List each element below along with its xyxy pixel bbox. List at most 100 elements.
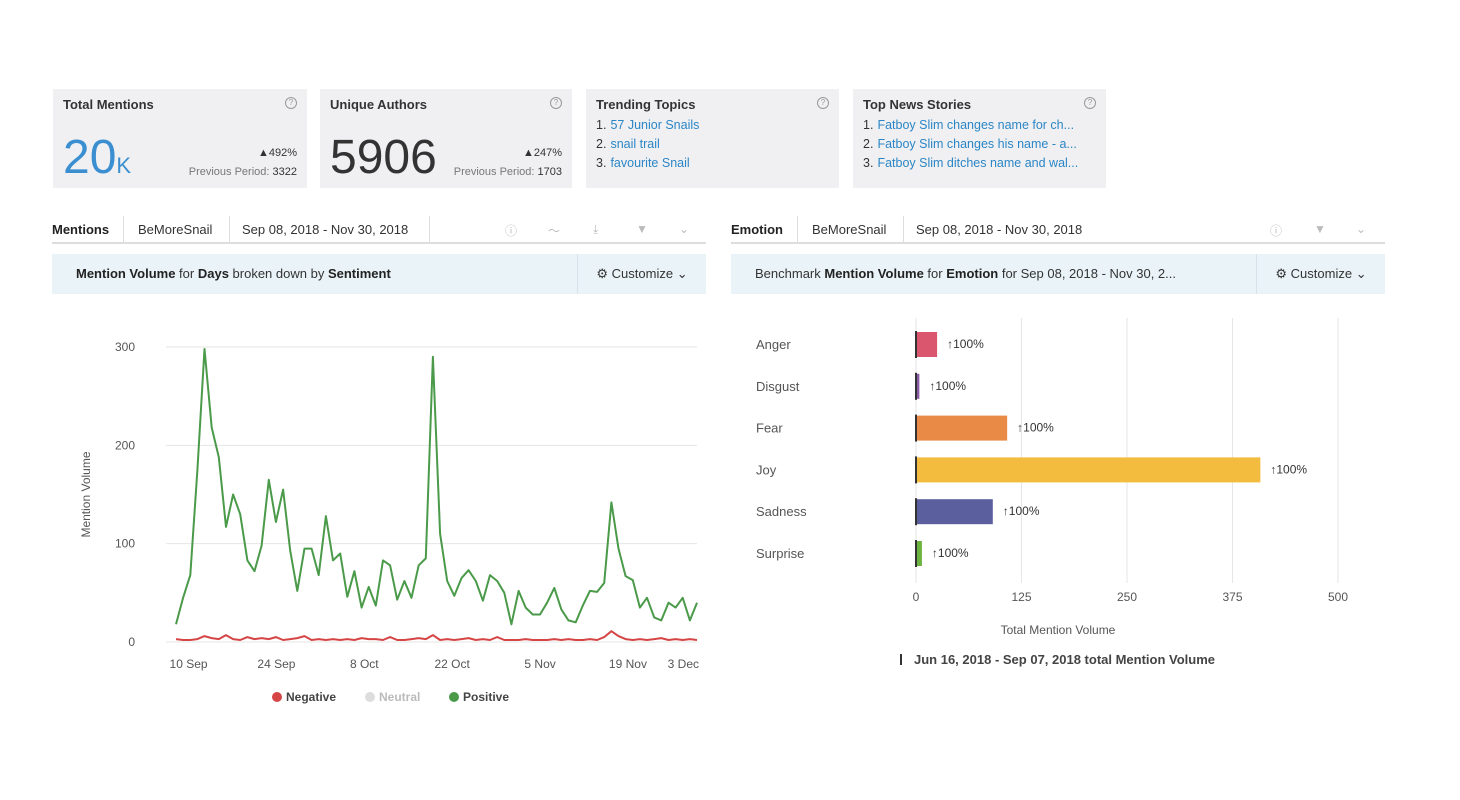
chevron-down-icon: ⌄ <box>1355 266 1367 281</box>
list-item: 3. Fatboy Slim ditches name and wal... <box>863 156 1079 170</box>
legend-marker-neutral <box>365 692 375 702</box>
news-link[interactable]: Fatboy Slim changes his name - a... <box>877 137 1077 151</box>
tab-divider <box>123 216 124 242</box>
data-label: ↑100% <box>1270 462 1307 476</box>
x-tick-label: 22 Oct <box>435 657 471 671</box>
topic-link[interactable]: favourite Snail <box>610 156 690 170</box>
x-tick-label: 5 Nov <box>524 657 555 671</box>
y-tick-label: 0 <box>128 635 135 649</box>
chevron-down-icon[interactable]: ⌄ <box>1356 222 1367 236</box>
card-title: Top News Stories <box>863 97 972 112</box>
previous-period: Previous Period: 3322 <box>188 166 297 178</box>
delta-badge: ▲492% <box>257 147 297 159</box>
unique-authors-value: 5906 <box>330 131 437 184</box>
bar <box>916 499 993 525</box>
top-news-card: Top News Stories ? 1. Fatboy Slim changes… <box>853 89 1106 188</box>
x-tick-label: 250 <box>1117 590 1137 604</box>
legend-marker-negative <box>272 692 282 702</box>
legend-label: Negative <box>286 690 336 704</box>
x-tick-label: 0 <box>913 590 920 604</box>
bar <box>916 541 922 566</box>
mentions-subtitle-bar: Mention Volume for Days broken down by S… <box>52 254 706 294</box>
news-link[interactable]: Fatboy Slim ditches name and wal... <box>877 156 1079 170</box>
legend-label: Positive <box>463 690 509 704</box>
category-label: Joy <box>756 462 777 477</box>
y-tick-label: 100 <box>115 537 135 551</box>
tab-profile[interactable]: BeMoreSnail <box>812 222 887 237</box>
tab-mentions[interactable]: Mentions <box>52 222 110 237</box>
x-axis-label: Total Mention Volume <box>1001 623 1116 637</box>
help-icon[interactable]: ? <box>817 97 829 109</box>
data-label: ↑100% <box>1017 421 1054 435</box>
help-icon[interactable]: ? <box>1084 97 1096 109</box>
topic-link[interactable]: snail trail <box>610 137 660 151</box>
list-item: 1. 57 Junior Snails <box>596 118 700 132</box>
x-tick-label: 24 Sep <box>257 657 295 671</box>
legend-label: Neutral <box>379 690 420 704</box>
benchmark-marker <box>900 654 902 665</box>
x-tick-label: 125 <box>1011 590 1031 604</box>
data-label: ↑100% <box>932 546 969 560</box>
list-item: 1. Fatboy Slim changes name for ch... <box>863 118 1075 132</box>
list-item: 3. favourite Snail <box>596 156 690 170</box>
trending-topics-list: 1. 57 Junior Snails 2. snail trail 3. favou… <box>596 118 829 170</box>
help-icon[interactable]: ? <box>550 97 562 109</box>
download-icon[interactable]: ⤓ <box>593 222 599 236</box>
unique-authors-card: Unique Authors ? 5906 ▲247% Previous Per… <box>320 89 572 188</box>
y-tick-label: 200 <box>115 438 135 452</box>
data-label: ↑100% <box>1003 504 1040 518</box>
x-tick-label: 19 Nov <box>609 657 647 671</box>
delta-badge: ▲247% <box>522 147 562 159</box>
tab-profile[interactable]: BeMoreSnail <box>138 222 213 237</box>
line-chart-icon[interactable]: 〜 <box>548 224 561 238</box>
series-line-negative <box>175 630 698 641</box>
gear-icon: ⚙ <box>596 266 609 281</box>
chevron-down-icon: ⌄ <box>676 266 688 281</box>
customize-button[interactable]: ⚙ Customize ⌄ <box>1256 254 1385 294</box>
previous-period: Previous Period: 1703 <box>453 166 562 178</box>
info-icon[interactable]: ⓘ <box>505 224 518 238</box>
tab-divider <box>229 216 230 242</box>
category-label: Surprise <box>756 546 804 561</box>
bar <box>916 332 938 357</box>
filter-icon[interactable]: ▼ <box>636 222 648 236</box>
trending-topics-card: Trending Topics ? 1. 57 Junior Snails 2. s… <box>586 89 839 188</box>
x-tick-label: 375 <box>1222 590 1242 604</box>
tab-date-range[interactable]: Sep 08, 2018 - Nov 30, 2018 <box>916 222 1083 237</box>
legend-marker-positive <box>449 692 459 702</box>
x-tick-label: 500 <box>1328 590 1348 604</box>
chevron-down-icon[interactable]: ⌄ <box>679 222 690 236</box>
mention-volume-line-chart: 0 100 200 300 Mention Volume 10 Sep 24 Sep 8 Oc… <box>79 340 699 704</box>
help-icon[interactable]: ? <box>285 97 297 109</box>
tab-divider <box>903 216 904 242</box>
y-tick-label: 300 <box>115 340 135 354</box>
info-icon[interactable]: ⓘ <box>1270 224 1283 238</box>
x-tick-label: 8 Oct <box>350 657 379 671</box>
bar <box>916 415 1008 441</box>
data-label: ↑100% <box>947 337 984 351</box>
tab-emotion[interactable]: Emotion <box>731 222 783 237</box>
category-label: Sadness <box>756 504 807 519</box>
x-tick-label: 3 Dec <box>668 657 699 671</box>
total-mentions-value: 20K <box>63 131 132 184</box>
chart-subtitle: Benchmark Mention Volume for Emotion for… <box>755 266 1176 281</box>
mentions-tabbar: Mentions BeMoreSnail Sep 08, 2018 - Nov … <box>52 216 706 244</box>
customize-button[interactable]: ⚙ Customize ⌄ <box>577 254 706 294</box>
tab-date-range[interactable]: Sep 08, 2018 - Nov 30, 2018 <box>242 222 409 237</box>
x-tick-label: 10 Sep <box>170 657 208 671</box>
list-item: 2. Fatboy Slim changes his name - a... <box>863 137 1077 151</box>
category-label: Fear <box>756 421 783 436</box>
category-label: Anger <box>756 337 791 352</box>
gear-icon: ⚙ <box>1275 266 1288 281</box>
card-title: Trending Topics <box>596 97 696 112</box>
emotion-subtitle-bar: Benchmark Mention Volume for Emotion for… <box>731 254 1385 294</box>
bar <box>916 457 1261 483</box>
card-title: Total Mentions <box>63 97 154 112</box>
data-label: ↑100% <box>929 379 966 393</box>
category-label: Disgust <box>756 379 800 394</box>
filter-icon[interactable]: ▼ <box>1314 222 1326 236</box>
y-axis-label: Mention Volume <box>79 451 93 537</box>
topic-link[interactable]: 57 Junior Snails <box>610 118 700 132</box>
tab-divider <box>429 216 430 242</box>
news-link[interactable]: Fatboy Slim changes name for ch... <box>877 118 1075 132</box>
